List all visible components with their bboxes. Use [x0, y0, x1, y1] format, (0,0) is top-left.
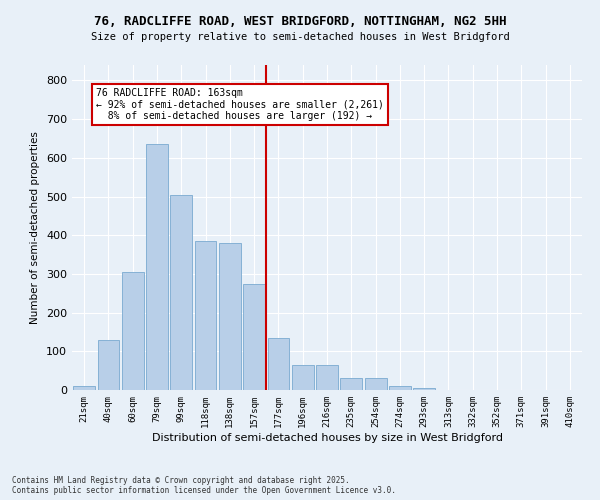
- Bar: [170, 194, 192, 390]
- Bar: [340, 378, 362, 390]
- Bar: [243, 284, 265, 390]
- Bar: [365, 378, 386, 390]
- Text: Size of property relative to semi-detached houses in West Bridgford: Size of property relative to semi-detach…: [91, 32, 509, 42]
- Bar: [268, 338, 289, 390]
- Text: Contains HM Land Registry data © Crown copyright and database right 2025.
Contai: Contains HM Land Registry data © Crown c…: [12, 476, 396, 495]
- Text: 76 RADCLIFFE ROAD: 163sqm
← 92% of semi-detached houses are smaller (2,261)
  8%: 76 RADCLIFFE ROAD: 163sqm ← 92% of semi-…: [96, 88, 384, 122]
- Bar: [73, 386, 95, 390]
- X-axis label: Distribution of semi-detached houses by size in West Bridgford: Distribution of semi-detached houses by …: [151, 432, 503, 442]
- Bar: [219, 243, 241, 390]
- Bar: [413, 388, 435, 390]
- Bar: [97, 340, 119, 390]
- Bar: [389, 386, 411, 390]
- Text: 76, RADCLIFFE ROAD, WEST BRIDGFORD, NOTTINGHAM, NG2 5HH: 76, RADCLIFFE ROAD, WEST BRIDGFORD, NOTT…: [94, 15, 506, 28]
- Bar: [292, 365, 314, 390]
- Bar: [316, 365, 338, 390]
- Bar: [122, 272, 143, 390]
- Bar: [146, 144, 168, 390]
- Bar: [194, 241, 217, 390]
- Y-axis label: Number of semi-detached properties: Number of semi-detached properties: [31, 131, 40, 324]
